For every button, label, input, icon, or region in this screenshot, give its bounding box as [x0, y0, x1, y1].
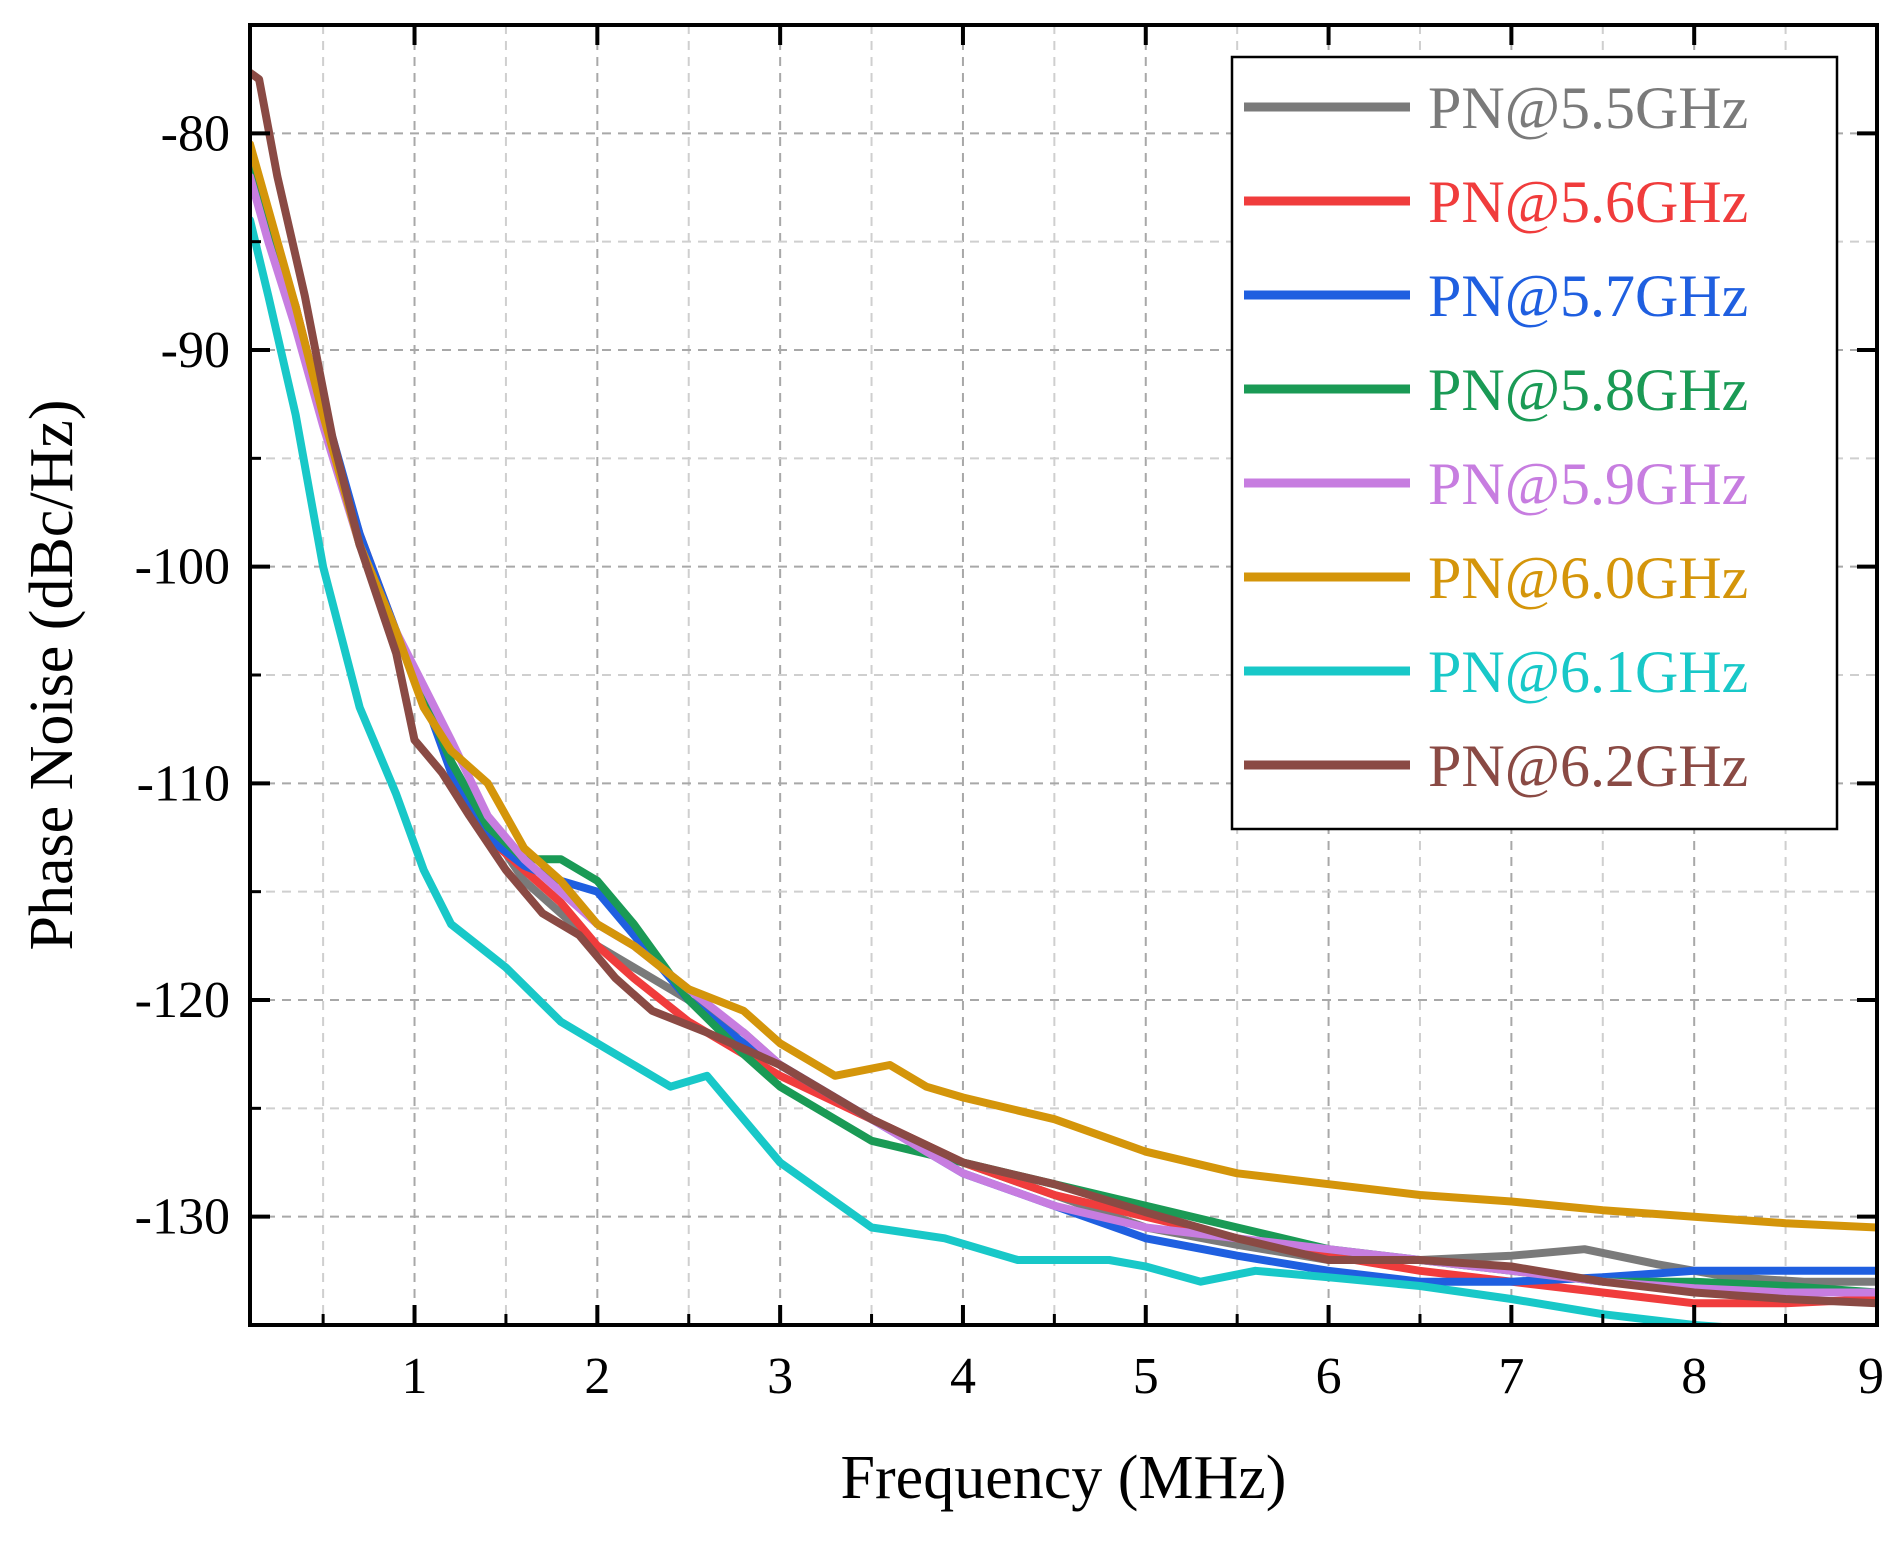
y-tick-label: -80	[161, 105, 230, 162]
series-line-pn-6-0ghz	[250, 140, 1877, 1232]
legend-items: PN@5.5GHz PN@5.6GHz PN@5.7GHz PN@5.8GHz PN@5…	[1244, 75, 1748, 799]
x-tick-label: 2	[584, 1348, 610, 1405]
series-line-pn-6-2ghz	[250, 68, 1877, 1308]
y-tick-label: -90	[161, 322, 230, 379]
x-tick-label: 8	[1681, 1348, 1707, 1405]
x-tick-label: 9	[1858, 1348, 1884, 1405]
legend-label: PN@5.5GHz	[1428, 75, 1748, 141]
y-axis-title: Phase Noise (dBc/Hz)	[18, 400, 86, 951]
x-tick-label: 7	[1498, 1348, 1524, 1405]
legend-label: PN@5.8GHz	[1428, 357, 1748, 423]
legend-label: PN@5.7GHz	[1428, 263, 1748, 329]
legend-label: PN@5.6GHz	[1428, 169, 1748, 235]
y-tick-label: -110	[137, 755, 230, 812]
legend-box	[1230, 55, 1839, 831]
y-tick-label: -130	[135, 1189, 230, 1246]
legend-label: PN@6.0GHz	[1428, 545, 1748, 611]
x-tick-label: 3	[767, 1348, 793, 1405]
x-axis-title: Frequency (MHz)	[841, 1444, 1287, 1512]
y-tick-label: -100	[135, 539, 230, 596]
ticks: 1 2 3 4 5 6 7 8 9 -80 -90 -100 -110 -120 -130	[135, 25, 1884, 1405]
series-line-pn-6-1ghz	[250, 216, 1751, 1325]
x-tick-label: 5	[1133, 1348, 1159, 1405]
y-tick-label: -120	[135, 972, 230, 1029]
legend-label: PN@5.9GHz	[1428, 451, 1748, 517]
x-tick-label: 4	[950, 1348, 976, 1405]
legend-label: PN@6.2GHz	[1428, 733, 1748, 799]
legend: PN@5.5GHz PN@5.6GHz PN@5.7GHz PN@5.8GHz PN@5…	[1230, 55, 1839, 831]
series-layer	[250, 68, 1877, 1325]
legend-label: PN@6.1GHz	[1428, 639, 1748, 705]
x-tick-label: 6	[1316, 1348, 1342, 1405]
x-tick-label: 1	[402, 1348, 428, 1405]
